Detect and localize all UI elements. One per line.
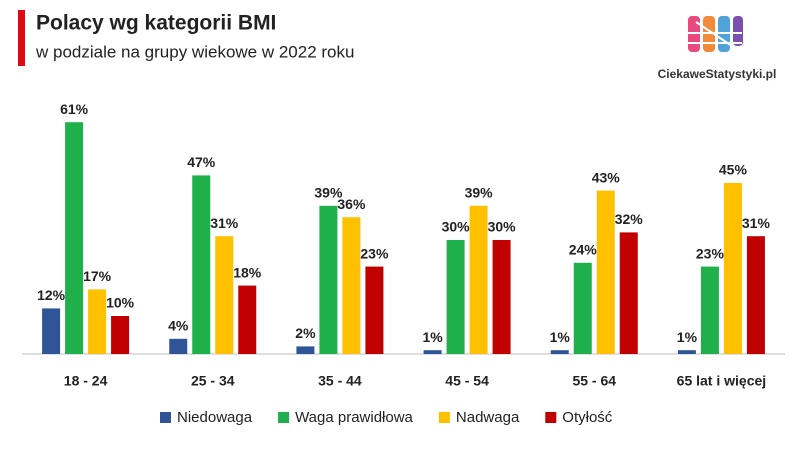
bar xyxy=(550,350,569,354)
x-tick-label: 25 - 34 xyxy=(191,373,235,389)
data-label: 12% xyxy=(37,287,66,303)
bar xyxy=(700,266,719,354)
bar xyxy=(42,308,61,354)
bar xyxy=(492,240,511,354)
data-label: 31% xyxy=(742,215,771,231)
legend-swatch xyxy=(438,412,450,423)
legend-swatch xyxy=(545,412,557,423)
data-label: 43% xyxy=(592,169,621,185)
chart-subtitle: w podziale na grupy wiekowe w 2022 roku xyxy=(35,42,354,61)
legend-swatch xyxy=(278,412,290,423)
bar xyxy=(365,266,384,354)
bar xyxy=(296,346,315,354)
data-label: 45% xyxy=(719,162,748,178)
data-label: 1% xyxy=(422,329,443,345)
logo xyxy=(686,16,743,52)
bar xyxy=(746,236,765,354)
legend-label: Niedowaga xyxy=(177,409,253,426)
legend-label: Waga prawidłowa xyxy=(295,409,413,426)
source: CiekaweStatystyki.pl xyxy=(658,67,777,81)
bar xyxy=(342,217,361,354)
x-tick-label: 65 lat i więcej xyxy=(677,373,767,389)
data-label: 61% xyxy=(60,101,89,117)
bar xyxy=(446,240,465,354)
data-label: 1% xyxy=(550,329,571,345)
data-label: 30% xyxy=(488,219,517,235)
bar xyxy=(596,190,615,354)
chart-title: Polacy wg kategorii BMI xyxy=(36,12,276,35)
legend-swatch xyxy=(160,412,171,423)
bar xyxy=(88,289,107,354)
bar xyxy=(573,262,592,354)
data-label: 18% xyxy=(233,264,262,280)
bar xyxy=(238,285,257,354)
data-label: 17% xyxy=(83,268,112,284)
bar xyxy=(723,183,742,354)
bar xyxy=(423,350,442,354)
legend-label: Otyłość xyxy=(562,409,613,426)
x-tick-label: 35 - 44 xyxy=(318,373,362,389)
data-label: 47% xyxy=(187,154,216,170)
bar xyxy=(65,122,84,354)
data-label: 10% xyxy=(106,295,135,311)
data-label: 2% xyxy=(295,325,316,341)
data-label: 24% xyxy=(569,242,598,258)
data-label: 39% xyxy=(314,185,343,201)
bar xyxy=(619,232,638,354)
data-label: 23% xyxy=(360,245,389,261)
data-label: 4% xyxy=(168,318,189,334)
data-label: 23% xyxy=(696,245,725,261)
title-accent xyxy=(18,10,25,66)
bar xyxy=(111,316,130,354)
bar xyxy=(215,236,234,354)
bar xyxy=(319,205,338,354)
bar xyxy=(169,338,188,354)
bar xyxy=(469,205,488,354)
data-label: 1% xyxy=(677,329,698,345)
x-tick-label: 55 - 64 xyxy=(572,373,616,389)
bar xyxy=(677,350,696,354)
data-label: 30% xyxy=(442,219,471,235)
data-label: 39% xyxy=(465,185,494,201)
data-label: 31% xyxy=(210,215,239,231)
legend-label: Nadwaga xyxy=(456,409,520,426)
data-label: 36% xyxy=(337,196,366,212)
x-tick-label: 18 - 24 xyxy=(64,373,108,389)
x-tick-label: 45 - 54 xyxy=(445,373,489,389)
data-label: 32% xyxy=(615,211,644,227)
bar xyxy=(192,175,211,354)
